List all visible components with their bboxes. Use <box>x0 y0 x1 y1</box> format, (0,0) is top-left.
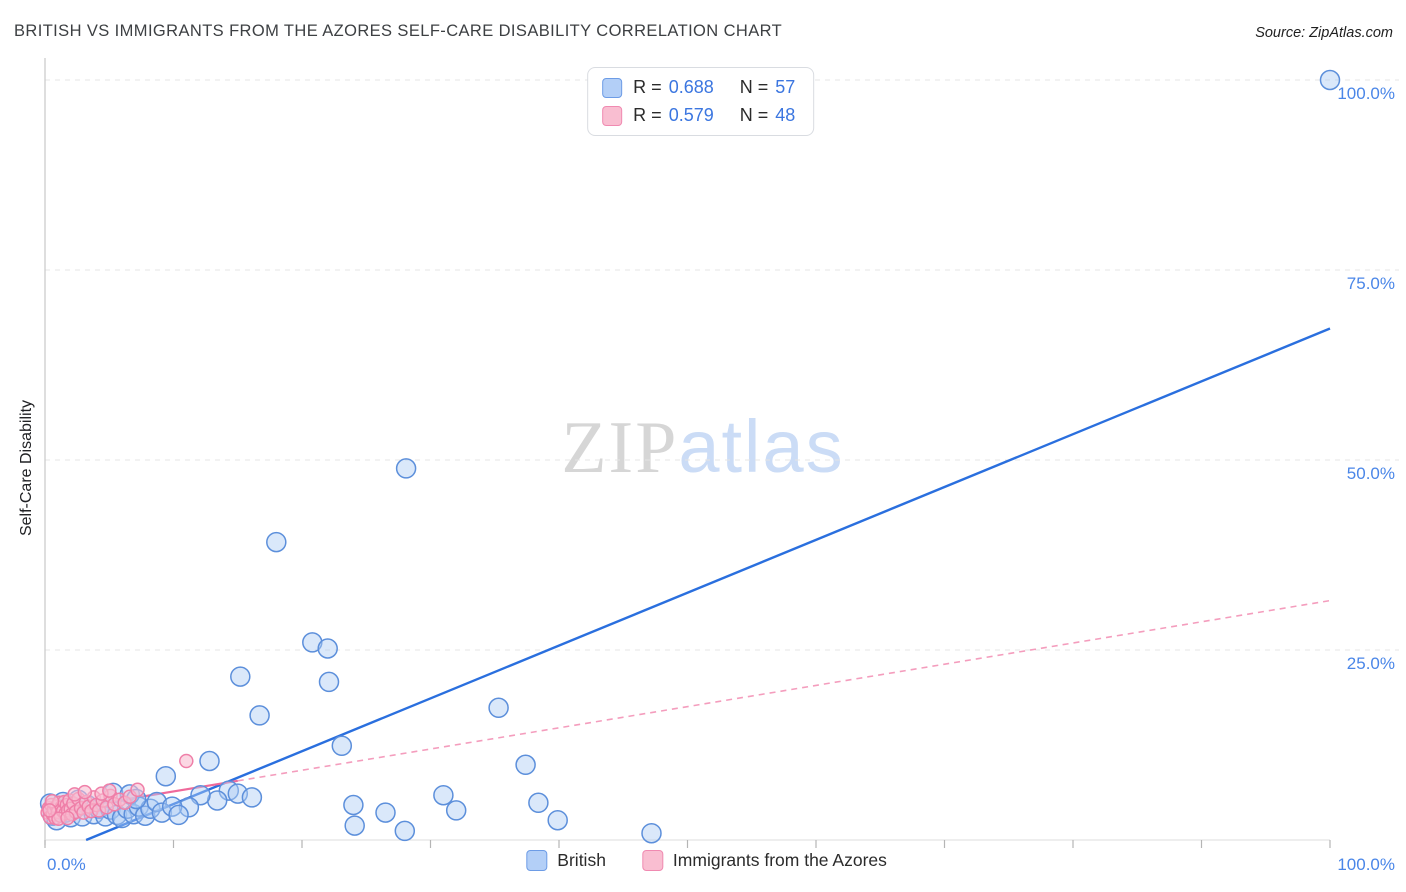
scatter-point-british <box>146 791 168 813</box>
scatter-point-british <box>1319 69 1341 91</box>
legend-label-british: British <box>557 850 606 870</box>
y-tick-label: 100.0% <box>1337 84 1395 103</box>
scatter-point-british <box>394 820 416 842</box>
trend-line-dashed-immigrants-from-the-azores <box>237 599 1331 782</box>
trend-line-british <box>85 327 1331 842</box>
legend-item-azores: Immigrants from the Azores <box>641 850 887 871</box>
scatter-point-british <box>331 735 353 757</box>
r-label: R = <box>633 77 662 97</box>
scatter-point-immigrants-from-the-azores <box>130 782 145 798</box>
scatter-point-immigrants-from-the-azores <box>179 753 194 769</box>
scatter-point-british <box>344 815 365 836</box>
scatter-point-british <box>151 802 173 823</box>
watermark-atlas: atlas <box>678 405 845 488</box>
scatter-point-british <box>318 671 340 693</box>
scatter-point-immigrants-from-the-azores <box>77 784 93 800</box>
azores-swatch-icon <box>641 850 663 871</box>
british-swatch-icon <box>526 850 548 871</box>
scatter-point-british <box>641 822 662 844</box>
scatter-point-british <box>317 638 338 659</box>
scatter-point-british <box>547 809 568 831</box>
scatter-point-british <box>528 792 549 814</box>
r-value: 0.688 <box>668 77 714 97</box>
n-label: N = <box>739 105 769 125</box>
x-tick-label-max: 100.0% <box>1337 855 1395 874</box>
r-value: 0.579 <box>668 105 714 125</box>
y-tick-label: 75.0% <box>1347 274 1395 293</box>
scatter-point-british <box>178 797 200 818</box>
scatter-point-british <box>488 697 509 719</box>
watermark-zip: ZIP <box>561 407 679 489</box>
scatter-point-british <box>241 787 263 808</box>
azores-series-swatch-icon <box>602 105 623 126</box>
correlation-stats-legend: R = 0.688 N = 57 R = 0.579 N = 48 <box>587 67 815 136</box>
stats-row-british: R = 0.688 N = 57 <box>602 77 795 98</box>
scatter-point-british <box>168 804 189 826</box>
scatter-point-immigrants-from-the-azores <box>42 803 57 818</box>
legend-item-british: British <box>526 850 606 871</box>
scatter-point-british <box>445 800 467 821</box>
scatter-point-british <box>155 765 177 787</box>
scatter-point-british <box>375 802 396 823</box>
series-legend: British Immigrants from the Azores <box>526 850 887 871</box>
source-attribution-link[interactable]: Source: ZipAtlas.com <box>1255 25 1393 41</box>
scatter-point-immigrants-from-the-azores <box>102 783 117 798</box>
scatter-point-british <box>302 632 323 653</box>
r-label: R = <box>633 105 662 125</box>
scatter-point-british <box>515 754 536 776</box>
n-value: 48 <box>775 105 796 125</box>
zipatlas-watermark: ZIPatlas <box>561 404 844 491</box>
stats-row-azores: R = 0.579 N = 48 <box>602 105 795 126</box>
n-value: 57 <box>775 77 796 97</box>
scatter-point-british <box>199 750 220 772</box>
scatter-point-british <box>249 705 270 726</box>
x-tick-label-min: 0.0% <box>47 855 86 874</box>
scatter-point-british <box>266 531 287 553</box>
scatter-point-immigrants-from-the-azores <box>60 810 75 826</box>
scatter-point-british <box>395 458 417 479</box>
scatter-point-british <box>230 666 251 687</box>
scatter-point-british <box>343 794 364 816</box>
scatter-point-british <box>433 784 454 806</box>
legend-label-azores: Immigrants from the Azores <box>672 850 887 870</box>
y-tick-label: 25.0% <box>1347 654 1395 673</box>
british-series-swatch-icon <box>602 77 623 98</box>
page-title: BRITISH VS IMMIGRANTS FROM THE AZORES SE… <box>14 22 783 40</box>
y-tick-label: 50.0% <box>1347 464 1395 483</box>
n-label: N = <box>739 77 769 97</box>
y-axis-title: Self-Care Disability <box>18 399 35 537</box>
